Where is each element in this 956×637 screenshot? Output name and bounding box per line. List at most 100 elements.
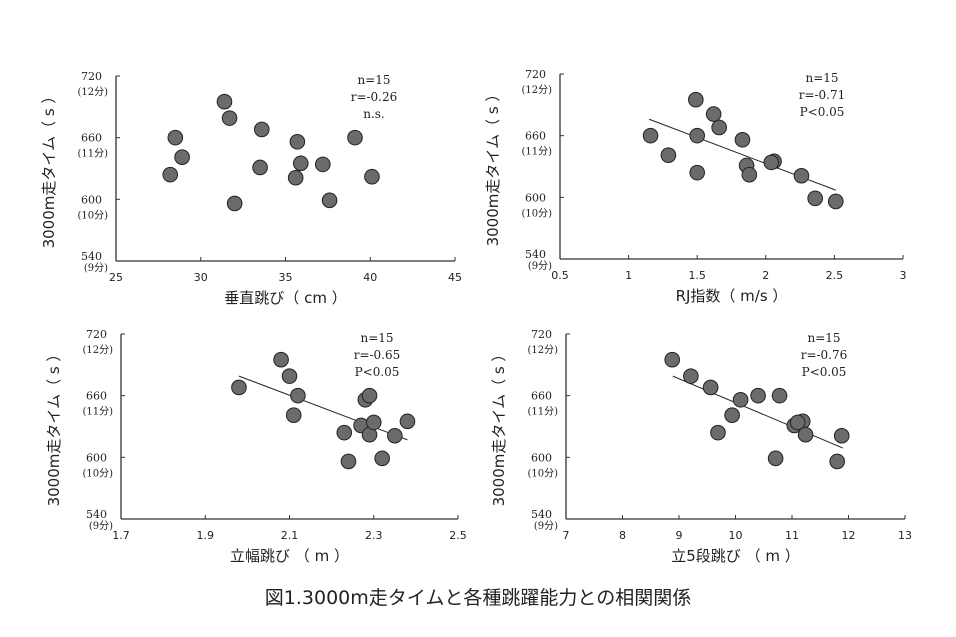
y-tick-label: 720 <box>531 328 552 341</box>
y-tick-sublabel: (9分) <box>534 520 558 532</box>
stat-label: n=15 <box>807 331 840 345</box>
data-point <box>321 192 338 209</box>
stat-label: r=-0.71 <box>799 88 846 102</box>
x-tick-label: 2.5 <box>449 529 467 542</box>
data-point <box>710 424 726 441</box>
y-tick-label: 660 <box>531 390 552 403</box>
y-tick-sublabel: (10分) <box>527 467 558 479</box>
stat-label: P<0.05 <box>802 365 847 379</box>
y-tick-label: 720 <box>525 68 546 81</box>
data-point <box>285 407 302 423</box>
data-point <box>231 379 247 396</box>
y-tick-sublabel: (11分) <box>82 406 113 418</box>
y-tick-sublabel: (10分) <box>77 209 108 221</box>
x-tick-label: 40 <box>363 271 377 284</box>
data-point <box>750 387 766 404</box>
y-tick-label: 600 <box>531 451 552 464</box>
data-point <box>741 166 758 183</box>
stat-label: r=-0.76 <box>801 348 848 362</box>
data-point <box>336 424 353 441</box>
x-tick-label: 2.3 <box>365 529 383 542</box>
x-axis-label: 立5段跳び （ m ） <box>671 547 799 565</box>
data-point <box>664 351 681 368</box>
data-point <box>705 106 722 122</box>
data-point <box>767 450 784 467</box>
data-point <box>797 426 814 443</box>
data-point <box>683 368 699 384</box>
y-tick-label: 660 <box>86 390 107 403</box>
figure-caption: 図1.3000m走タイムと各種跳躍能力との相関関係 <box>264 587 692 609</box>
y-axis-label: 3000m走タイム（ s ） <box>40 89 58 249</box>
data-point <box>252 159 268 176</box>
trendline <box>238 375 408 441</box>
y-tick-sublabel: (12分) <box>77 86 108 98</box>
data-point <box>287 169 304 186</box>
data-point <box>702 379 719 396</box>
data-point <box>365 414 382 431</box>
data-point <box>689 164 706 181</box>
data-point <box>347 129 363 146</box>
y-tick-label: 720 <box>81 70 102 83</box>
x-tick-label: 3 <box>900 269 907 282</box>
stat-label: n.s. <box>363 107 385 121</box>
y-tick-sublabel: (9分) <box>528 260 552 272</box>
data-point <box>688 91 704 108</box>
y-tick-label: 600 <box>86 451 107 464</box>
data-point <box>253 121 270 138</box>
data-point <box>374 450 390 467</box>
x-tick-label: 11 <box>785 529 799 542</box>
data-point <box>689 127 706 144</box>
y-tick-label: 600 <box>525 191 546 204</box>
y-tick-sublabel: (9分) <box>84 262 108 274</box>
x-tick-label: 9 <box>676 529 683 542</box>
scatter-plot-4: 7 8 9 10 11 12 13 720 (12分) 660 (11分) 600 (10分) 540(9… <box>490 328 912 565</box>
x-tick-label: 2 <box>762 269 769 282</box>
data-point <box>361 387 378 404</box>
x-tick-label: 10 <box>729 529 743 542</box>
x-tick-label: 1.5 <box>688 269 706 282</box>
stat-label: n=15 <box>360 331 393 345</box>
y-tick-sublabel: (11分) <box>521 146 552 158</box>
y-tick-label: 720 <box>86 328 107 341</box>
data-point <box>290 387 306 404</box>
x-tick-label: 8 <box>619 529 626 542</box>
data-point <box>734 131 751 148</box>
data-point <box>763 154 780 171</box>
y-tick-label: 540 <box>525 248 546 261</box>
data-point <box>642 127 659 144</box>
stat-label: r=-0.26 <box>351 90 398 104</box>
data-point <box>829 453 846 470</box>
x-tick-label: 1.9 <box>197 529 215 542</box>
data-point <box>221 110 238 126</box>
stat-label: n=15 <box>357 73 390 87</box>
y-tick-sublabel: (10分) <box>82 467 113 479</box>
x-tick-label: 13 <box>898 529 912 542</box>
y-tick-sublabel: (10分) <box>521 207 552 219</box>
data-point <box>281 368 298 384</box>
data-point <box>724 407 740 423</box>
data-point <box>399 413 416 430</box>
x-tick-label: 35 <box>279 271 293 284</box>
x-axis-label: 垂直跳び（ cm ） <box>224 289 346 307</box>
data-point <box>732 391 749 408</box>
y-tick-label: 540 <box>531 508 552 521</box>
data-point <box>364 168 380 185</box>
stat-label: n=15 <box>805 71 838 85</box>
x-tick-label: 2.1 <box>281 529 299 542</box>
data-point <box>771 387 788 404</box>
data-point <box>660 147 677 163</box>
stat-label: r=-0.65 <box>354 348 401 362</box>
data-point <box>827 193 844 210</box>
x-tick-label: 7 <box>563 529 570 542</box>
stat-label: P<0.05 <box>800 105 845 119</box>
x-tick-label: 0.5 <box>551 269 569 282</box>
data-point <box>387 427 403 444</box>
trendline <box>672 375 844 449</box>
data-point <box>167 129 184 146</box>
y-axis-label: 3000m走タイム（ s ） <box>490 347 508 507</box>
y-tick-sublabel: (12分) <box>82 344 113 356</box>
data-point <box>340 453 357 470</box>
y-tick-sublabel: (11分) <box>77 148 108 160</box>
scatter-plot-1: 25 30 35 40 45 720 (12分) 660 (11分) 600 (10分) 540(9分… <box>40 70 462 307</box>
